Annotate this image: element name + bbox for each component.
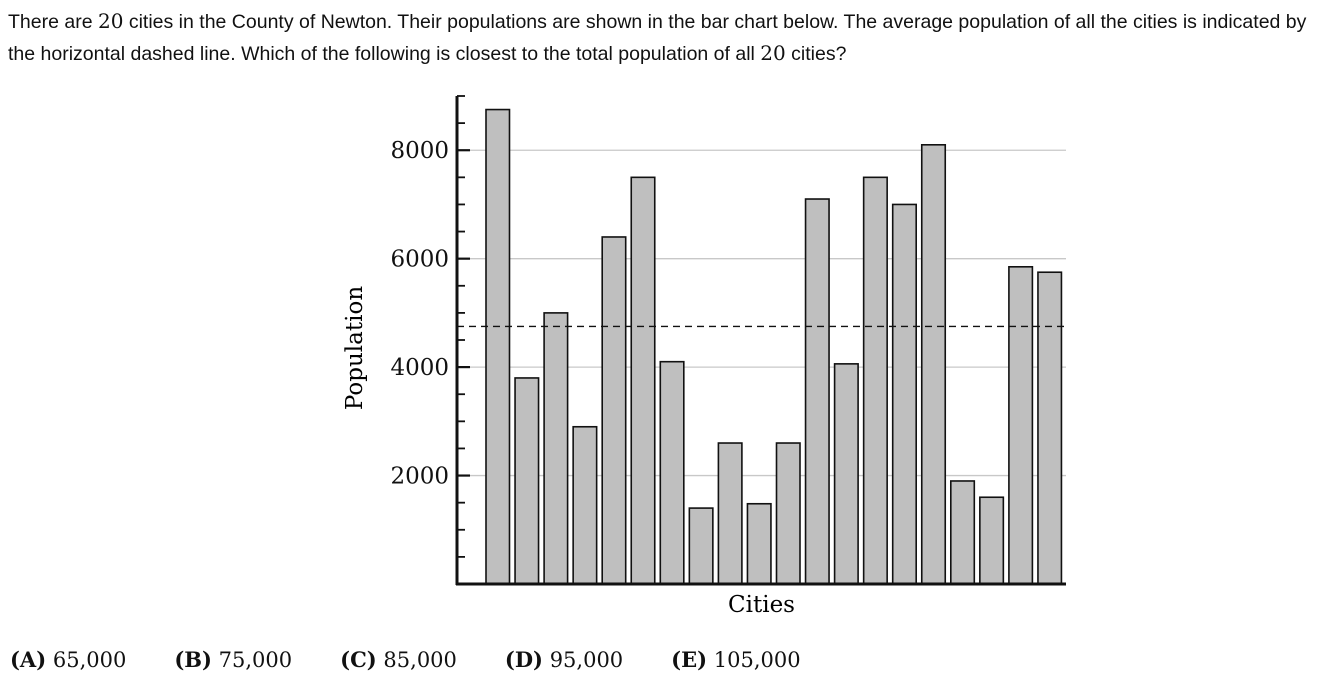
choice-e-letter: (E) bbox=[671, 646, 708, 672]
choice-d[interactable]: (D) 95,000 bbox=[505, 647, 623, 672]
bar-city-15 bbox=[891, 203, 918, 585]
x-axis-label: Cities bbox=[728, 592, 795, 618]
question-text: There are 20 cities in the County of New… bbox=[8, 6, 1334, 70]
bar-city-9 bbox=[717, 442, 743, 585]
bar-city-19 bbox=[1008, 265, 1034, 585]
choice-a-value: 65,000 bbox=[52, 647, 127, 672]
choice-d-letter: (D) bbox=[504, 646, 543, 672]
bar-chart: 2000 4000 6000 8000 Cities Population bbox=[342, 95, 1066, 618]
bar-city-12 bbox=[804, 198, 830, 585]
choice-d-value: 95,000 bbox=[549, 647, 624, 672]
y-tick-label-6000: 6000 bbox=[390, 247, 449, 273]
bar-city-1 bbox=[485, 108, 511, 585]
city-count-1: 20 bbox=[97, 9, 124, 33]
bar-city-17 bbox=[949, 480, 976, 585]
question-part-2: cities in the County of Newton. Their po… bbox=[8, 11, 1307, 65]
choice-b[interactable]: (B) 75,000 bbox=[174, 647, 292, 672]
bar-city-10 bbox=[746, 502, 772, 585]
bar-city-13 bbox=[833, 363, 859, 585]
choice-a[interactable]: (A) 65,000 bbox=[10, 647, 126, 672]
bar-city-6 bbox=[630, 176, 656, 585]
y-tick-label-2000: 2000 bbox=[390, 464, 449, 490]
bar-city-7 bbox=[659, 360, 685, 585]
y-ticks: 2000 4000 6000 8000 bbox=[390, 95, 470, 558]
question-part-1: There are bbox=[8, 11, 98, 33]
choice-b-letter: (B) bbox=[174, 646, 212, 672]
y-tick-label-8000: 8000 bbox=[390, 138, 449, 164]
bar-city-20 bbox=[1037, 271, 1063, 585]
bar-city-3 bbox=[543, 312, 569, 585]
bar-city-18 bbox=[979, 496, 1005, 585]
bar-city-4 bbox=[572, 425, 598, 585]
answer-choices: (A) 65,000 (B) 75,000 (C) 85,000 (D) 95,… bbox=[10, 642, 801, 676]
choice-e[interactable]: (E) 105,000 bbox=[671, 647, 800, 672]
question-part-3: cities? bbox=[785, 43, 847, 65]
bar-city-11 bbox=[775, 442, 801, 585]
choice-c[interactable]: (C) 85,000 bbox=[340, 647, 457, 672]
choice-e-value: 105,000 bbox=[713, 647, 801, 672]
bar-city-14 bbox=[862, 176, 888, 585]
bar-city-5 bbox=[601, 236, 627, 585]
y-tick-label-4000: 4000 bbox=[390, 355, 449, 381]
choice-a-letter: (A) bbox=[10, 646, 47, 672]
bar-city-8 bbox=[688, 507, 714, 585]
choice-b-value: 75,000 bbox=[218, 647, 293, 672]
bar-city-2 bbox=[514, 377, 540, 585]
choice-c-value: 85,000 bbox=[383, 647, 457, 672]
choice-c-letter: (C) bbox=[340, 646, 377, 672]
bar-chart-svg: 2000 4000 6000 8000 Cities Population bbox=[342, 95, 1066, 618]
bar-city-16 bbox=[920, 144, 947, 585]
y-axis-label: Population bbox=[342, 286, 368, 410]
bars bbox=[485, 108, 1063, 585]
city-count-2: 20 bbox=[760, 41, 786, 65]
